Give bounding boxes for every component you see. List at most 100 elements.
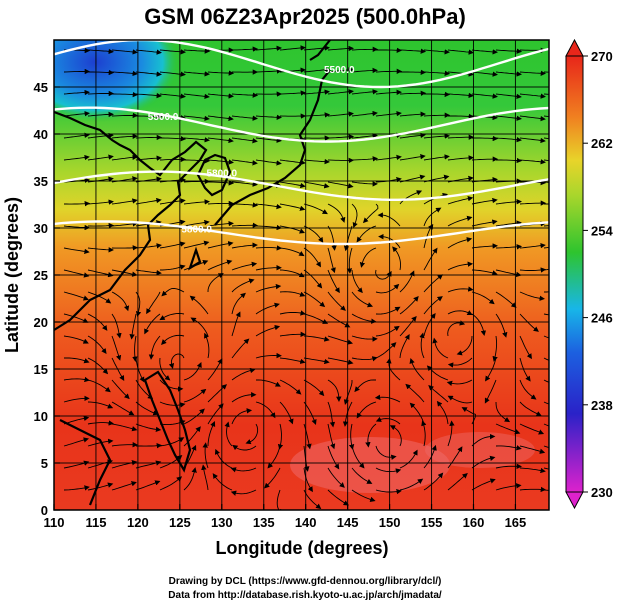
streamline — [327, 313, 351, 328]
streamline — [399, 315, 417, 337]
streamline — [212, 473, 233, 491]
streamline — [495, 136, 522, 143]
streamline — [214, 448, 233, 469]
streamline — [409, 358, 425, 381]
streamline — [111, 198, 138, 205]
streamline — [495, 244, 523, 250]
streamline — [543, 225, 549, 227]
streamline — [471, 71, 498, 77]
streamline — [519, 267, 547, 273]
streamline — [245, 423, 259, 445]
streamline — [423, 207, 442, 227]
streamline — [485, 357, 497, 382]
streamline — [375, 110, 402, 117]
streamline — [161, 287, 185, 297]
streamline — [495, 71, 522, 77]
streamline — [135, 92, 162, 99]
y-tick-label: 45 — [34, 80, 48, 95]
streamline — [471, 269, 498, 276]
streamline — [303, 401, 317, 426]
streamline — [159, 437, 185, 447]
streamline — [471, 197, 498, 205]
streamline — [204, 332, 210, 359]
streamline — [447, 237, 473, 249]
streamline — [255, 324, 281, 337]
streamline — [543, 489, 549, 491]
streamline — [423, 49, 450, 55]
streamline — [471, 219, 498, 227]
colorbar-bottom-arrow — [565, 491, 584, 510]
streamline — [447, 134, 475, 140]
contour-label: 5500.0 — [148, 112, 179, 123]
y-tick-label: 20 — [34, 315, 48, 330]
streamline — [495, 220, 522, 227]
x-axis-ticks: 110 115 120 125 130 135 140 145 150 155 160 165 — [44, 504, 526, 530]
streamline — [63, 269, 90, 278]
streamline — [111, 313, 122, 339]
streamline — [327, 45, 354, 52]
streamline — [405, 383, 425, 403]
x-tick-label: 130 — [211, 515, 233, 530]
streamline — [327, 291, 346, 311]
streamline — [183, 362, 202, 381]
streamline — [63, 132, 90, 139]
streamline — [348, 423, 355, 450]
contour-label: 5800.0 — [206, 168, 237, 179]
streamline — [87, 111, 114, 118]
streamline — [447, 175, 474, 183]
streamline — [351, 291, 374, 308]
streamline — [519, 445, 546, 454]
streamline — [543, 423, 549, 427]
streamline — [87, 269, 114, 278]
streamline — [303, 357, 330, 365]
streamline — [327, 445, 340, 470]
streamline — [87, 438, 114, 447]
streamline — [327, 89, 354, 95]
streamline — [351, 46, 379, 52]
streamline — [255, 224, 282, 231]
streamline — [256, 379, 281, 387]
streamline — [279, 247, 305, 257]
streamline — [351, 181, 378, 187]
streamline — [399, 478, 424, 491]
streamline — [423, 174, 450, 183]
x-tick-label: 160 — [463, 515, 485, 530]
streamline — [183, 467, 197, 491]
streamline — [484, 379, 497, 404]
streamline — [231, 311, 241, 337]
streamline — [354, 379, 377, 393]
streamline — [63, 313, 89, 323]
streamline — [255, 203, 282, 210]
streamline — [183, 219, 210, 227]
streamline — [399, 270, 415, 293]
streamline — [279, 331, 306, 337]
streamline — [63, 68, 91, 75]
streamline — [207, 220, 234, 227]
streamline — [519, 357, 531, 382]
streamline — [231, 137, 258, 144]
streamline — [471, 243, 498, 249]
streamline — [146, 291, 161, 315]
streamline — [519, 70, 547, 76]
streamline — [447, 155, 474, 161]
streamline — [519, 137, 546, 144]
streamline — [111, 357, 125, 382]
streamline — [495, 199, 522, 205]
streamline — [87, 335, 107, 354]
streamline — [447, 446, 463, 469]
streamline — [111, 423, 138, 432]
streamline — [190, 317, 209, 337]
streamlines — [63, 45, 549, 510]
streamline — [471, 93, 498, 99]
streamline — [351, 203, 358, 229]
streamline — [303, 445, 310, 472]
streamline — [424, 91, 451, 98]
streamline — [207, 241, 234, 249]
streamline — [87, 420, 114, 426]
streamline — [135, 357, 145, 383]
streamline — [365, 423, 377, 448]
streamline — [276, 489, 282, 510]
x-tick-label: 150 — [379, 515, 401, 530]
streamline — [447, 357, 473, 368]
streamline — [87, 401, 114, 409]
